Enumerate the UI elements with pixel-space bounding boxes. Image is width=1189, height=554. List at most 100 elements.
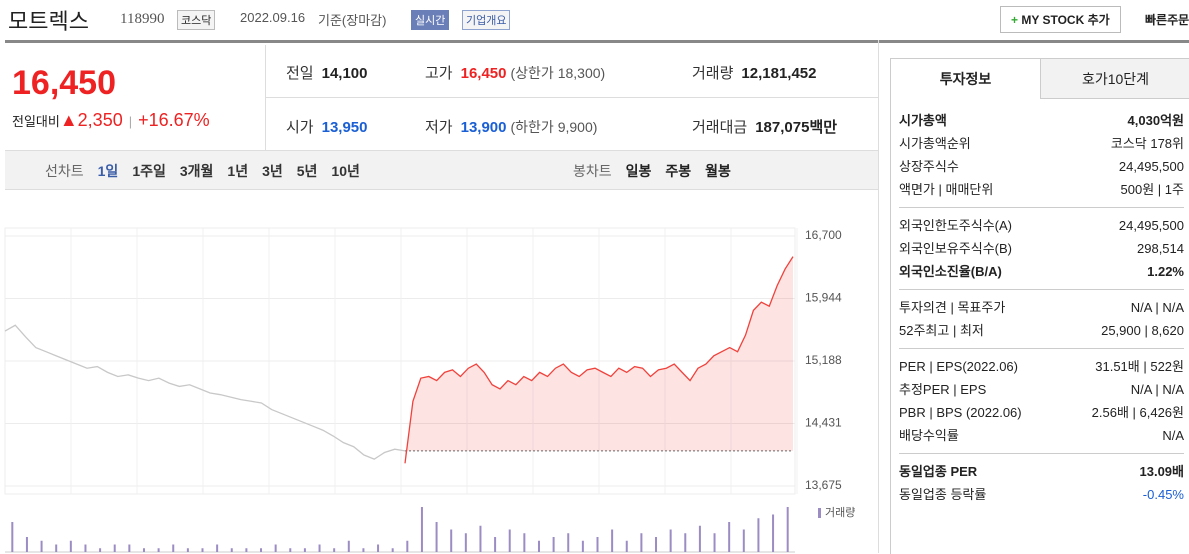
y-tick-label: 13,675 bbox=[805, 478, 842, 492]
info-label: 외국인보유주식수(B) bbox=[899, 241, 1013, 256]
info-label: 외국인소진율(B/A) bbox=[899, 264, 1002, 279]
tab[interactable]: 월봉 bbox=[705, 163, 731, 179]
quick-order[interactable]: 빠른주문 bbox=[1145, 13, 1189, 27]
mystock-button[interactable]: + MY STOCK 추가 bbox=[1000, 6, 1121, 33]
info-row: PBR | BPS (2022.06) 2.56배 | 6,426원 bbox=[899, 401, 1184, 424]
volume-bar bbox=[494, 537, 497, 552]
volume-bar bbox=[581, 540, 584, 552]
volume-bar bbox=[362, 548, 365, 552]
quote-label: 거래량 bbox=[692, 65, 734, 82]
y-tick-label: 15,944 bbox=[805, 291, 842, 305]
volume-bar bbox=[757, 518, 760, 552]
overview-button[interactable]: 기업개요 bbox=[462, 10, 511, 30]
volume-bar bbox=[289, 548, 292, 552]
volume-bar bbox=[655, 537, 658, 552]
volume-bar bbox=[611, 529, 614, 552]
info-value: N/A bbox=[1162, 428, 1184, 443]
tab-label: 봉차트 bbox=[573, 163, 612, 179]
info-label: PBR | BPS (2022.06) bbox=[899, 405, 1022, 420]
quote-label: 저가 bbox=[425, 119, 453, 136]
quote-unit: 백만 bbox=[809, 119, 838, 136]
volume-bar bbox=[698, 525, 701, 552]
volume-bar bbox=[99, 548, 102, 552]
volume-bar bbox=[201, 548, 204, 552]
volume-bar bbox=[391, 548, 394, 552]
tab[interactable]: 1일 bbox=[97, 163, 119, 179]
y-tick-label: 15,188 bbox=[805, 353, 842, 367]
volume-bar bbox=[11, 522, 14, 552]
stock-code: 118990 bbox=[120, 11, 165, 27]
volume-bar bbox=[523, 533, 526, 552]
volume-bar bbox=[420, 507, 423, 552]
volume-bar bbox=[333, 548, 336, 552]
quote-value: 13,900 bbox=[460, 119, 507, 136]
quote: 거래량 12,181,452 bbox=[692, 62, 816, 83]
info-label: 시가총액 bbox=[899, 113, 947, 128]
tab[interactable]: 10년 bbox=[331, 163, 360, 179]
info-label: 동일업종 등락률 bbox=[899, 487, 987, 502]
info-tab[interactable]: 투자정보 bbox=[939, 71, 992, 87]
info-group: 외국인한도주식수(A) 24,495,500 외국인보유주식수(B) 298,514 외… bbox=[899, 208, 1184, 290]
y-tick-label: 14,431 bbox=[805, 416, 842, 430]
sep: | bbox=[128, 114, 133, 129]
quote: 거래대금 187,075백만 bbox=[692, 116, 837, 137]
tab[interactable]: 3개월 bbox=[179, 163, 214, 179]
info-label: 동일업종 PER bbox=[899, 464, 978, 479]
tab[interactable]: 1주일 bbox=[132, 163, 166, 179]
info-label: 상장주식수 bbox=[899, 159, 959, 174]
info-row: 외국인소진율(B/A) 1.22% bbox=[899, 260, 1184, 283]
info-value: N/A | N/A bbox=[1130, 300, 1184, 315]
info-row: 외국인보유주식수(B) 298,514 bbox=[899, 237, 1184, 260]
volume-bar bbox=[274, 544, 277, 552]
info-value: 4,030억원 bbox=[1127, 113, 1184, 128]
volume-bar bbox=[479, 525, 482, 552]
line bbox=[404, 256, 794, 464]
volume-bar bbox=[142, 548, 145, 552]
change-label: 전일대비 bbox=[12, 114, 60, 129]
tab[interactable]: 5년 bbox=[296, 163, 318, 179]
info-value: 13.09배 bbox=[1139, 464, 1185, 479]
line-tabs: 선차트 1일 1주일 3개월 1년 3년 5년 10년 bbox=[45, 161, 374, 181]
volume-bar bbox=[55, 544, 58, 552]
quote-label: 고가 bbox=[425, 65, 453, 82]
tab[interactable]: 주봉 bbox=[665, 163, 692, 179]
tab[interactable]: 일봉 bbox=[625, 163, 652, 179]
info-value: 298,514 bbox=[1137, 241, 1184, 256]
info-value: 24,495,500 bbox=[1118, 218, 1184, 233]
info-tab[interactable]: 호가10단계 bbox=[1040, 59, 1189, 99]
rate: +16.67% bbox=[138, 110, 210, 130]
info-row: 시가총액순위 코스닥 178위 bbox=[899, 132, 1184, 155]
volume-bar bbox=[786, 507, 789, 552]
header-rule bbox=[5, 40, 1189, 43]
info-row: 시가총액 4,030억원 bbox=[899, 109, 1184, 132]
volume-bar bbox=[186, 548, 189, 552]
volume-bar bbox=[640, 533, 643, 552]
info-group: PER | EPS(2022.06) 31.51배 | 522원 추정PER | E… bbox=[899, 349, 1184, 454]
volume-bar bbox=[84, 544, 87, 552]
tab[interactable]: 1년 bbox=[227, 163, 249, 179]
info-row: PER | EPS(2022.06) 31.51배 | 522원 bbox=[899, 355, 1184, 378]
y-tick-label: 16,700 bbox=[805, 228, 842, 242]
info-row: 외국인한도주식수(A) 24,495,500 bbox=[899, 214, 1184, 237]
volume-bar bbox=[216, 544, 219, 552]
quote-label: 시가 bbox=[286, 119, 314, 136]
tab-bar bbox=[5, 150, 878, 190]
quote: 고가 16,450 (상한가 18,300) bbox=[425, 62, 605, 83]
stock-name: 모트렉스 bbox=[8, 9, 89, 34]
quote-value: 16,450 bbox=[460, 65, 507, 82]
volume-bar bbox=[684, 533, 687, 552]
realtime-badge[interactable]: 실시간 bbox=[411, 10, 450, 30]
volume-bar bbox=[450, 529, 453, 552]
basis: 기준(장마감) bbox=[318, 13, 387, 28]
quote-value: 13,950 bbox=[321, 119, 368, 136]
volume-bar bbox=[552, 537, 555, 552]
quote-label: 전일 bbox=[286, 65, 314, 82]
divider bbox=[265, 97, 878, 98]
info-value: 24,495,500 bbox=[1118, 159, 1184, 174]
line bbox=[4, 324, 406, 460]
market-badge: 코스닥 bbox=[177, 10, 216, 30]
info-row: 동일업종 등락률 -0.45% bbox=[899, 483, 1184, 506]
volume-bar bbox=[406, 540, 409, 552]
tab[interactable]: 3년 bbox=[262, 163, 283, 179]
